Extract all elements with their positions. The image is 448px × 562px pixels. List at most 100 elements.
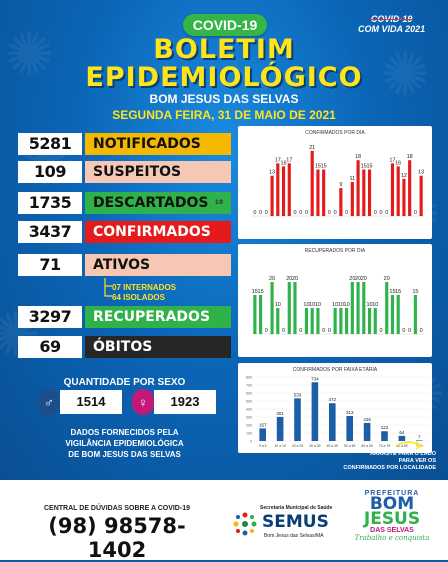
bar-label: 10 xyxy=(338,302,344,308)
bar-label: 0 xyxy=(414,210,417,216)
covid-pill: COVID-19 xyxy=(183,14,267,36)
bar-label: 20 xyxy=(349,276,355,282)
bar xyxy=(381,431,388,441)
bar xyxy=(316,169,320,216)
stat-label-text: RECUPERADOS xyxy=(93,309,211,325)
bar xyxy=(415,440,423,441)
title-boletim: BOLETIM xyxy=(153,34,295,65)
bar-label: 15 xyxy=(366,164,372,170)
bar xyxy=(356,160,360,216)
bar xyxy=(287,163,291,216)
x-tick: 30 a 39 xyxy=(309,444,320,448)
pref-label: PREFEITURA xyxy=(364,490,420,497)
bar-label: 0 xyxy=(299,210,302,216)
stat-label-text: NOTIFICADOS xyxy=(93,136,201,152)
stat-label-text: SUSPEITOS xyxy=(93,164,182,180)
chart-recuperados-dia[interactable]: RECUPERADOS POR DIA 15 15 0 20 10 0 20 20 0 10 10 1… xyxy=(238,244,432,357)
y-tick: 400 xyxy=(246,408,252,412)
stat-value: 5281 xyxy=(18,133,82,155)
y-tick: 800 xyxy=(246,376,252,380)
bar xyxy=(276,308,280,334)
swipe-line: CONFIRMADOS POR LOCALIDADE xyxy=(343,465,436,471)
stat-label-text: ÓBITOS xyxy=(93,339,153,355)
bar-label: 9 xyxy=(339,182,342,188)
x-tick: 10 a 19 xyxy=(274,444,285,448)
female-icon: ♀ xyxy=(132,389,154,415)
bar-label: 20 xyxy=(361,276,367,282)
bar-label: 7 xyxy=(418,434,421,439)
stat-value: 69 xyxy=(18,336,82,358)
bar-label: 0 xyxy=(265,210,268,216)
chart-faixa-etaria[interactable]: CONFIRMADOS POR FAIXA ETÁRIA 800 700 600 50… xyxy=(238,363,432,453)
semus-dots-icon xyxy=(233,512,257,536)
stat-label-text: CONFIRMADOS xyxy=(93,224,211,240)
bar xyxy=(390,295,395,334)
swipe-hint: ARRASTE PARA O LADO PARA VER OS CONFIRMA… xyxy=(336,451,436,472)
bar xyxy=(310,308,314,334)
bulletin-date: SEGUNDA FEIRA, 31 DE MAIO DE 2021 xyxy=(112,108,336,122)
com-vida-text: COM VIDA 2021 xyxy=(358,24,426,34)
bar xyxy=(350,282,354,334)
bar-label: 157 xyxy=(259,422,267,427)
bar-label: 533 xyxy=(294,392,302,397)
bar-label: 13 xyxy=(269,170,275,176)
swipe-arrow-icon xyxy=(395,441,423,450)
bar xyxy=(362,169,366,216)
bar-label: 17 xyxy=(275,157,281,163)
bar-label: 15 xyxy=(321,164,327,170)
x-tick: 80 a 89 xyxy=(396,444,407,448)
pref-bom: BOM xyxy=(369,494,415,514)
stat-row-ativos: 71 ATIVOS xyxy=(18,254,231,276)
bar-label: 20 xyxy=(355,276,361,282)
x-tick: 50 a 59 xyxy=(344,444,355,448)
bar-label: 0 xyxy=(379,210,382,216)
stat-label: ATIVOS xyxy=(85,254,231,276)
stat-value: 3297 xyxy=(18,306,82,328)
bar-label: 15 xyxy=(412,289,418,295)
bar-label: 0 xyxy=(328,210,331,216)
bar-label: 0 xyxy=(328,328,331,334)
y-tick: 300 xyxy=(246,416,252,420)
stat-label: DESCARTADOS 10 xyxy=(85,192,231,214)
bar xyxy=(259,295,263,334)
source-line: VIGILÂNCIA EPIDEMIOLÓGICA xyxy=(65,439,184,448)
stat-row-confirmados: 3437 CONFIRMADOS xyxy=(18,221,231,243)
stat-row-obitos: 69 ÓBITOS xyxy=(18,336,231,358)
bar xyxy=(367,169,372,216)
bar xyxy=(398,435,406,441)
bar-label: 20 xyxy=(292,276,298,282)
bar xyxy=(402,178,406,216)
bar-label: 18 xyxy=(407,154,413,160)
ativos-bracket xyxy=(104,278,112,297)
bar-label: 11 xyxy=(349,176,355,182)
bar-label: 10 xyxy=(332,302,338,308)
stat-label: SUSPEITOS xyxy=(85,161,231,183)
chart-confirmados-dia[interactable]: CONFIRMADOS POR DIA 0 0 0 13 17 16 17 0 0 0 21 15 15… xyxy=(238,126,432,239)
bar xyxy=(362,282,366,334)
bar-label: 13 xyxy=(418,170,424,176)
semus-text: SEMUS xyxy=(262,512,329,532)
bar-label: 0 xyxy=(345,210,348,216)
bar-label: 20 xyxy=(269,276,275,282)
bar-label: 15 xyxy=(315,164,321,170)
bar-label: 0 xyxy=(420,328,423,334)
covid-struck-text: COVID-19 xyxy=(370,14,413,24)
bar xyxy=(390,163,395,216)
bar-label: 0 xyxy=(259,210,262,216)
subtitle-city: BOM JESUS DAS SELVAS xyxy=(149,92,299,106)
semus-logo: Secretaria Municipal de Saúde SEMUS Bom … xyxy=(232,503,340,545)
bar-label: 313 xyxy=(346,410,354,415)
stat-row-notificados: 5281 NOTIFICADOS xyxy=(18,133,231,155)
bar xyxy=(396,295,400,334)
descartados-note: 10 xyxy=(214,199,223,206)
x-tick: 40 a 49 xyxy=(327,444,338,448)
y-tick: 100 xyxy=(246,432,252,436)
phone-number[interactable]: (98) 98578-1402 xyxy=(48,514,186,562)
bar-label: 0 xyxy=(282,328,285,334)
pref-jesus: JESUS xyxy=(363,509,421,529)
stat-value: 3437 xyxy=(18,221,82,243)
isolados-text: 64 ISOLADOS xyxy=(112,293,165,302)
bar xyxy=(276,416,284,441)
data-source-note: DADOS FORNECIDOS PELA VIGILÂNCIA EPIDEMI… xyxy=(18,427,231,460)
bar-label: 0 xyxy=(408,328,411,334)
